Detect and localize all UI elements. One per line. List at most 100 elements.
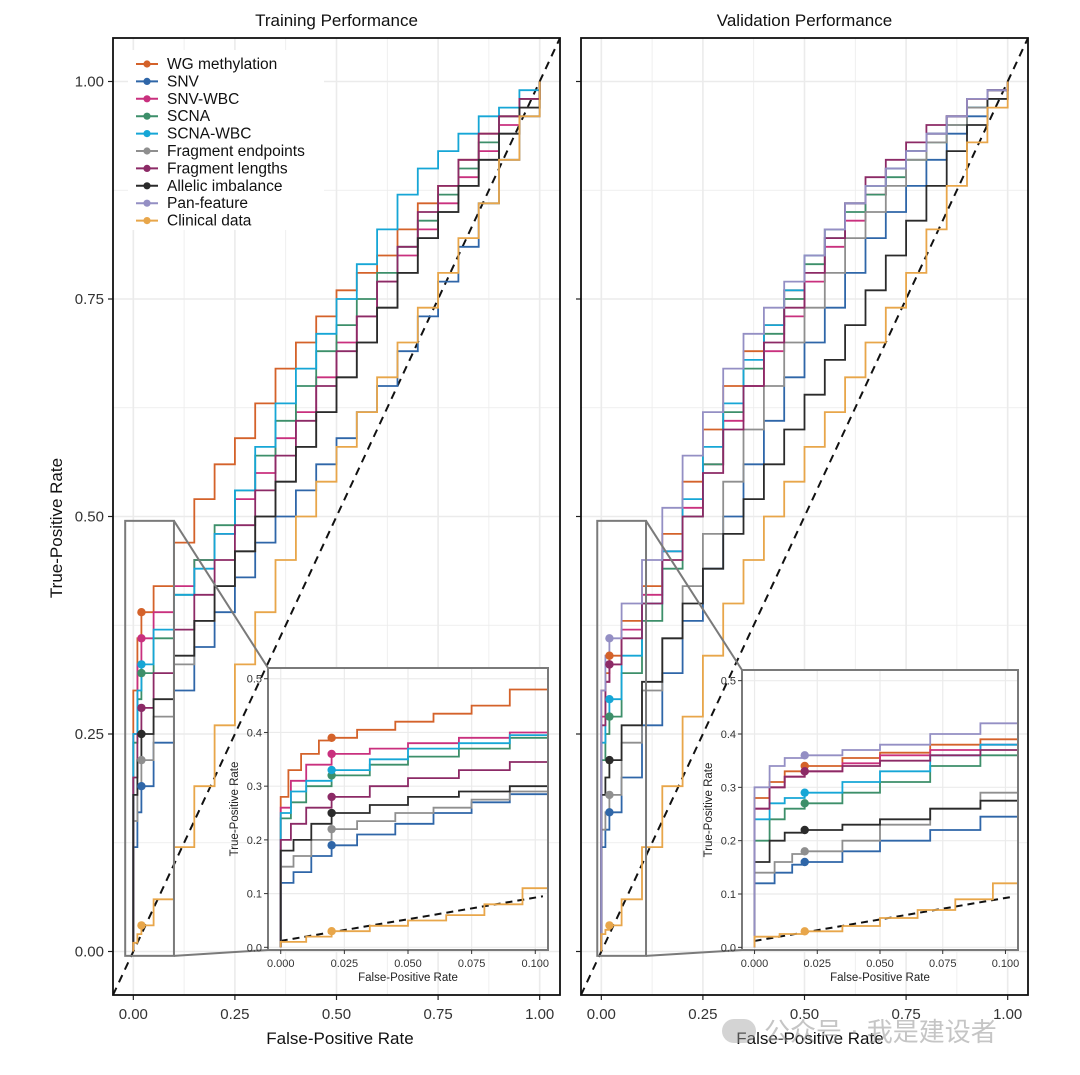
operating-point-marker <box>137 634 146 643</box>
y-tick-label: 0.50 <box>75 509 104 526</box>
inset-roc-curve <box>279 786 549 948</box>
inset-operating-point-marker <box>800 767 809 776</box>
x-tick-label: 1.00 <box>525 1006 554 1023</box>
operating-point-marker <box>137 921 146 930</box>
watermark: 公众号 · 我是建设者 <box>722 1012 997 1049</box>
inset-y-tick-label: 0.4 <box>247 727 262 739</box>
legend-item: SCNA-WBC <box>136 126 251 143</box>
legend-marker <box>143 217 151 225</box>
panel-border <box>112 37 561 996</box>
x-tick-label: 1.00 <box>993 1006 1022 1023</box>
legend-item: Fragment endpoints <box>136 143 305 160</box>
inset-roc-curve <box>753 712 1019 948</box>
roc-curve <box>600 81 1009 952</box>
inset-operating-point-marker <box>800 788 809 797</box>
inset-roc-curve <box>279 727 549 948</box>
inset-plot: 0.000 0.025 0.050 0.075 0.100 0.0 0.1 0.2 0.3 0.4… <box>703 669 1020 984</box>
inset-y-tick-label: 0.1 <box>721 889 736 901</box>
operating-point-marker <box>137 755 146 765</box>
inset-x-tick-label: 0.050 <box>394 958 422 970</box>
inset-roc-curve <box>279 753 549 948</box>
panel-border <box>580 37 1029 996</box>
inset-y-tick-label: 0.2 <box>721 836 736 848</box>
inset-roc-curve <box>753 808 1019 948</box>
inset-operating-point-marker <box>327 765 336 775</box>
legend-label: SCNA <box>167 108 211 125</box>
zoom-connector <box>645 949 743 957</box>
legend-item: Allelic imbalance <box>136 178 282 195</box>
inset-x-tick-label: 0.100 <box>522 958 550 970</box>
roc-curve <box>132 81 541 952</box>
inset-roc-curve <box>753 795 1019 948</box>
inset-x-tick-label: 0.075 <box>929 958 957 970</box>
legend-marker <box>143 164 151 172</box>
legend-label: Allelic imbalance <box>167 178 282 195</box>
roc-curve <box>132 81 541 952</box>
inset-x-tick-label: 0.075 <box>458 958 486 970</box>
roc-curve <box>600 81 1009 952</box>
inset-operating-point-marker <box>800 847 809 856</box>
x-tick-label: 0.25 <box>688 1006 717 1023</box>
panel-validation: Validation Performance 0.00 0.25 0.50 0.75 1.… <box>576 11 1029 1023</box>
legend-label: WG methylation <box>167 56 277 73</box>
panel-val-xlabel: False-Positive Rate <box>736 1029 883 1048</box>
operating-point-marker <box>137 782 146 791</box>
inset-operating-point-marker <box>800 799 809 808</box>
inset-operating-point-marker <box>800 751 809 760</box>
operating-point-marker <box>137 703 146 713</box>
operating-point-marker <box>605 790 614 800</box>
inset-roc-curve <box>279 780 549 948</box>
zoom-connector <box>645 520 743 671</box>
inset-operating-point-marker <box>327 733 336 743</box>
inset-y-tick-label: 0.3 <box>721 782 736 794</box>
operating-point-marker <box>137 660 146 669</box>
panel-training: Training Performance0.000.000.250.250.50… <box>75 11 561 1023</box>
operating-point-marker <box>605 808 614 817</box>
y-tick-label: 0.75 <box>75 291 104 308</box>
operating-point-marker <box>605 921 614 930</box>
inset-roc-curve <box>753 744 1019 948</box>
legend-item: SCNA <box>136 108 211 125</box>
legend-marker <box>143 112 151 120</box>
inset-operating-point-marker <box>327 808 336 818</box>
zoom-region-box <box>596 519 648 957</box>
legend-marker <box>143 182 151 190</box>
roc-curve <box>600 81 1009 952</box>
legend-background <box>128 50 324 230</box>
legend-label: SCNA-WBC <box>167 126 251 143</box>
inset-x-tick-label: 0.000 <box>741 958 769 970</box>
inset-y-tick-label: 0.0 <box>247 942 262 954</box>
operating-point-marker <box>605 634 614 643</box>
roc-curve <box>132 81 541 952</box>
inset-y-tick-label: 0.5 <box>247 674 262 686</box>
x-tick-label: 0.25 <box>220 1006 249 1023</box>
x-tick-label: 0.00 <box>587 1006 616 1023</box>
legend-label: Clinical data <box>167 213 252 230</box>
inset-y-tick-label: 0.5 <box>721 676 736 688</box>
y-tick-label: 1.00 <box>75 74 104 91</box>
inset-diagonal-reference-line <box>754 895 1014 942</box>
operating-point-marker <box>137 668 146 678</box>
y-tick-label: 0.25 <box>75 726 104 743</box>
inset-x-tick-label: 0.000 <box>267 958 295 970</box>
inset-roc-curve <box>279 780 549 948</box>
x-tick-label: 0.75 <box>891 1006 920 1023</box>
inset-xlabel: False-Positive Rate <box>830 972 930 984</box>
inset-x-tick-label: 0.100 <box>992 958 1020 970</box>
inset-roc-curve <box>753 862 1019 948</box>
inset-operating-point-marker <box>327 792 336 802</box>
x-tick-label: 0.75 <box>423 1006 452 1023</box>
legend-label: Pan-feature <box>167 195 248 212</box>
legend-item: WG methylation <box>136 56 277 73</box>
roc-curve <box>132 81 541 952</box>
inset-roc-curve <box>279 678 549 948</box>
inset-xlabel: False-Positive Rate <box>358 972 458 984</box>
roc-curve <box>600 81 1009 952</box>
inset-operating-point-marker <box>327 927 336 936</box>
legend-marker <box>143 147 151 155</box>
inset-ylabel: True-Positive Rate <box>703 763 715 858</box>
roc-curve <box>600 81 1009 952</box>
legend-marker <box>143 60 151 68</box>
legend-marker <box>143 95 151 103</box>
roc-curves <box>600 81 1009 952</box>
